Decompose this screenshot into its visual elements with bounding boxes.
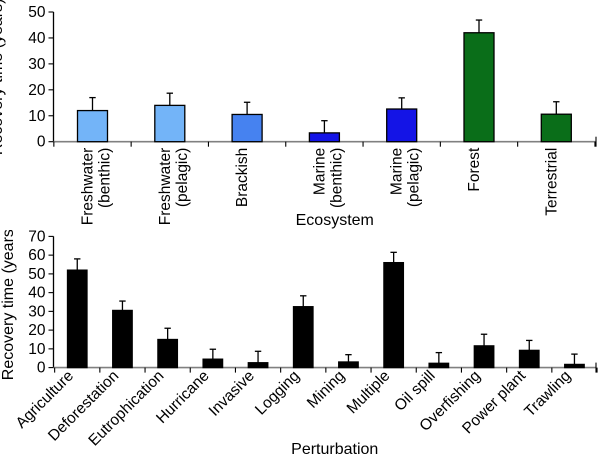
svg-text:Ecosystem: Ecosystem [296,212,374,229]
svg-text:Multiple: Multiple [344,367,394,417]
svg-text:20: 20 [28,82,46,99]
svg-text:(benthic)Marine: (benthic)Marine [311,148,345,208]
svg-text:Logging: Logging [252,367,303,418]
svg-text:40: 40 [28,30,46,47]
svg-text:60: 60 [28,247,46,264]
svg-text:40: 40 [28,285,46,302]
svg-text:Invasive: Invasive [206,367,258,419]
svg-text:0: 0 [37,134,46,151]
svg-text:50: 50 [28,4,46,21]
svg-text:70: 70 [28,230,46,245]
svg-text:10: 10 [28,341,46,358]
svg-text:0: 0 [37,360,46,377]
svg-text:20: 20 [28,322,46,339]
svg-text:30: 30 [28,303,46,320]
svg-text:10: 10 [28,108,46,125]
svg-text:Brackish: Brackish [234,148,251,207]
svg-text:(benthic)Freshwater: (benthic)Freshwater [80,148,114,226]
svg-text:(pelagic)Freshwater: (pelagic)Freshwater [157,148,191,226]
svg-text:(pelagic)Marine: (pelagic)Marine [389,148,423,207]
svg-text:Recovery time (years): Recovery time (years) [0,0,6,155]
svg-text:Trawling: Trawling [521,367,574,420]
svg-text:Recovery time (years): Recovery time (years) [0,230,17,380]
svg-text:Mining: Mining [304,367,348,411]
svg-text:Perturbation: Perturbation [291,441,378,458]
svg-text:Terrestrial: Terrestrial [543,148,560,216]
svg-text:Forest: Forest [466,147,483,192]
svg-text:30: 30 [28,56,46,73]
svg-text:50: 50 [28,266,46,283]
